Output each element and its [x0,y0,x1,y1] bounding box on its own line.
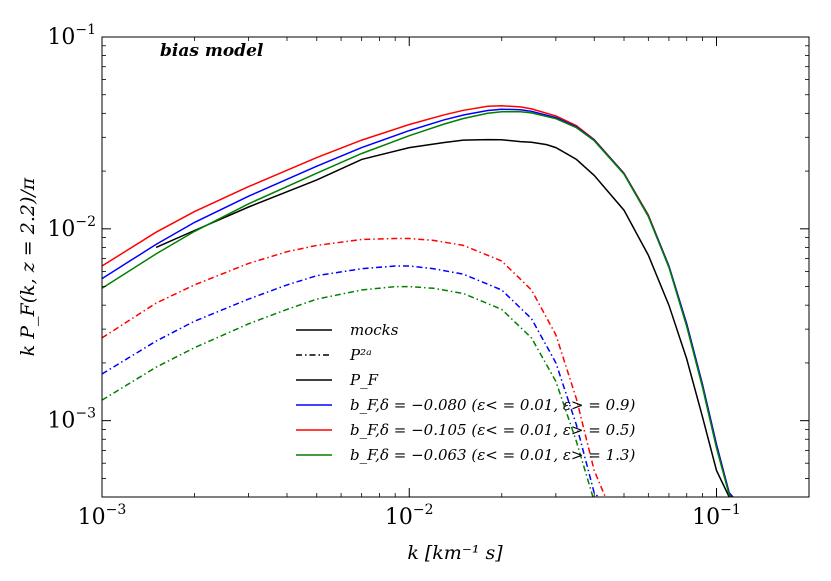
y-axis-label: k P_F(k, z = 2.2)/π [17,177,39,356]
legend-label-4: b_F,δ = −0.105 (ε< = 0.01, ε> = 0.5) [350,421,635,439]
legend: mocks P²ᵃ P_F b_F,δ = −0.080 (ε< = 0.01, ε>… [296,321,635,464]
series-line-6 [102,285,594,497]
x-axis-label: k [km⁻¹ s] [407,542,503,564]
y-tick-label-0: 10−3 [47,406,96,434]
legend-label-0: mocks [350,321,399,339]
x-tick-label-0: 10−3 [78,502,127,530]
series-line-5 [102,265,600,497]
x-tick-label-1: 10−2 [385,502,434,530]
legend-label-5: b_F,δ = −0.063 (ε< = 0.01, ε> = 1.3) [350,446,635,464]
plot-area [102,37,809,497]
legend-label-1: P²ᵃ [349,346,372,364]
series-line-4 [102,237,607,497]
panel-label: bias model [160,41,264,61]
series-line-3 [102,110,733,497]
y-tick-label-1: 10−2 [47,214,96,242]
x-tick-label-2: 10−1 [692,502,741,530]
tick-layer: 10−3 10−2 10−1 10−3 10−2 10−1 [47,22,810,530]
legend-label-2: P_F [349,371,379,389]
y-tick-label-2: 10−1 [47,22,96,50]
legend-label-3: b_F,δ = −0.080 (ε< = 0.01, ε> = 0.9) [350,396,635,414]
series-layer [102,105,734,497]
series-line-0 [155,138,730,497]
plot-frame [101,36,810,498]
